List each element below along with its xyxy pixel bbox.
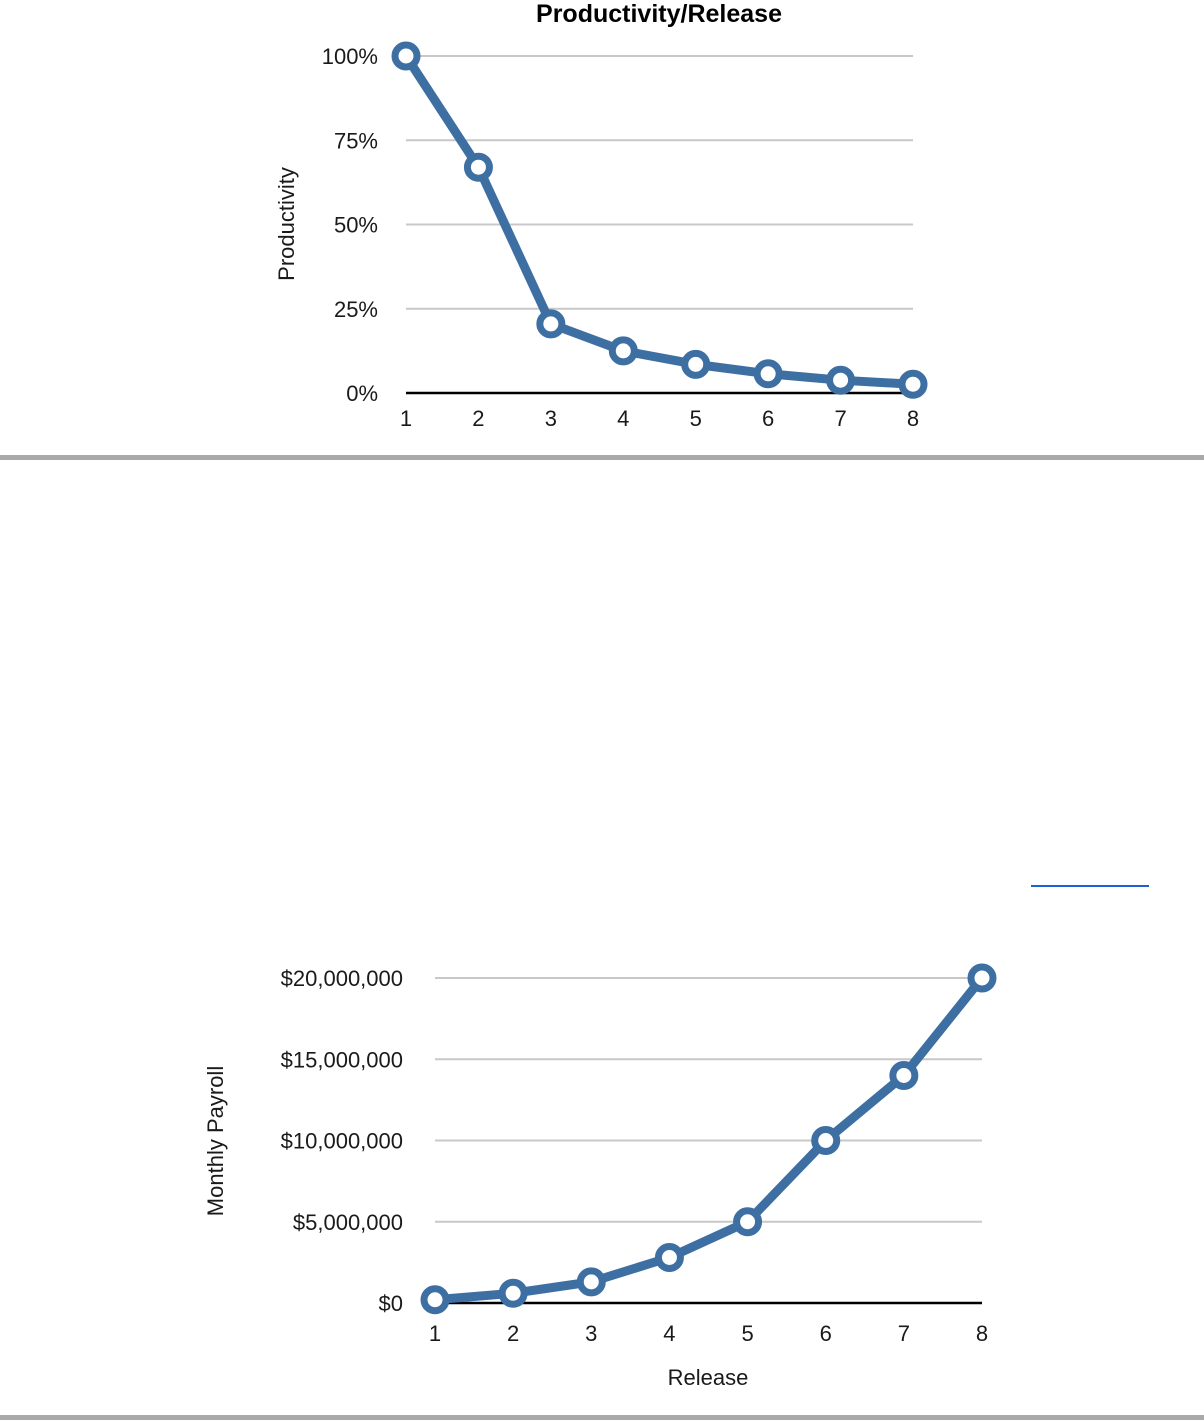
x-tick-label: 7 (898, 1321, 910, 1346)
data-point (608, 336, 638, 366)
x-tick-label: 6 (820, 1321, 832, 1346)
y-tick-label: 100% (322, 44, 378, 69)
data-point (498, 1278, 528, 1308)
y-tick-label: 50% (334, 213, 378, 238)
x-tick-label: 5 (690, 406, 702, 431)
data-point (536, 309, 566, 339)
y-tick-label: $10,000,000 (281, 1129, 403, 1154)
section-divider-top (0, 455, 1204, 460)
hyperlink-underline[interactable] (1031, 885, 1149, 887)
section-divider-bottom (0, 1415, 1204, 1420)
data-point (391, 41, 421, 71)
chart-title: Productivity/Release (536, 0, 782, 28)
data-point (576, 1267, 606, 1297)
x-tick-label: 2 (472, 406, 484, 431)
data-point (811, 1126, 841, 1155)
y-tick-label: $5,000,000 (293, 1210, 403, 1235)
x-tick-label: 7 (834, 406, 846, 431)
x-tick-label: 1 (400, 406, 412, 431)
data-point (826, 365, 856, 395)
data-point (967, 963, 997, 993)
data-point (889, 1061, 919, 1090)
y-tick-label: 75% (334, 128, 378, 153)
y-tick-label: 0% (346, 381, 378, 406)
payroll-chart: Monthly Payroll Release $0 $5,000,000 $10,… (203, 963, 997, 1390)
y-axis-title: Monthly Payroll (203, 1066, 228, 1216)
y-tick-label: 25% (334, 297, 378, 322)
x-tick-label: 3 (585, 1321, 597, 1346)
data-point (898, 369, 928, 399)
data-point (420, 1285, 450, 1315)
series-line (401, 51, 918, 389)
data-point (753, 359, 783, 389)
data-point (733, 1207, 763, 1237)
y-axis-title: Productivity (274, 167, 299, 281)
x-tick-label: 4 (663, 1321, 675, 1346)
x-axis-title: Release (668, 1365, 749, 1390)
y-tick-label: $15,000,000 (281, 1047, 403, 1072)
y-tick-label: $0 (379, 1291, 403, 1316)
x-tick-label: 2 (507, 1321, 519, 1346)
x-tick-label: 6 (762, 406, 774, 431)
x-tick-label: 4 (617, 406, 629, 431)
x-tick-label: 3 (545, 406, 557, 431)
y-tick-label: $20,000,000 (281, 966, 403, 991)
x-tick-label: 1 (429, 1321, 441, 1346)
productivity-chart: Productivity/Release Productivity 0% 25% 5… (274, 0, 928, 431)
series-line (430, 973, 987, 1305)
data-point (681, 349, 711, 379)
data-point (463, 152, 493, 182)
x-tick-label: 8 (976, 1321, 988, 1346)
x-tick-label: 8 (907, 406, 919, 431)
data-point (654, 1243, 684, 1272)
x-tick-label: 5 (741, 1321, 753, 1346)
